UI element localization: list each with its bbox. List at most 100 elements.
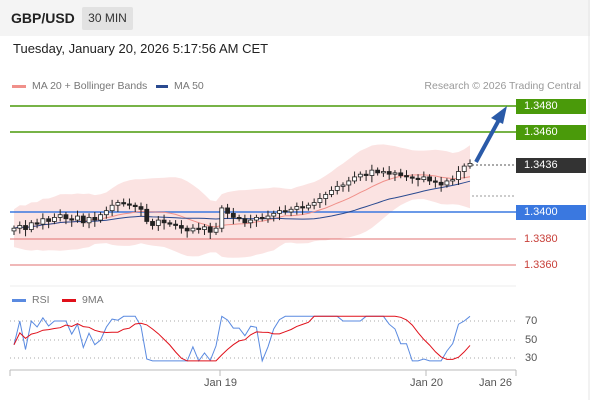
candle-body — [173, 223, 179, 226]
candle-body — [219, 207, 225, 229]
candle-body — [438, 181, 444, 186]
candle-body — [242, 218, 248, 224]
candle-body — [34, 222, 40, 225]
candle-body — [121, 202, 127, 205]
candle-body — [92, 216, 98, 221]
candle-body — [329, 189, 334, 195]
level-label-last: 1.3436 — [516, 158, 586, 173]
legend-rsi: RSI — [12, 294, 50, 306]
candle-body — [52, 216, 57, 222]
candle-body — [277, 210, 282, 214]
legend-9ma-label: 9MA — [82, 294, 104, 306]
candle-body — [132, 204, 138, 207]
candle-body — [340, 184, 346, 187]
candle-body — [190, 227, 196, 232]
candle-body — [421, 176, 427, 180]
chart-credit: Research © 2026 Trading Central — [424, 80, 581, 92]
candle-body — [202, 226, 207, 230]
forecast-arrow-icon — [474, 106, 507, 163]
candle-body — [115, 202, 121, 206]
candle-body — [288, 208, 294, 213]
level-label-r2: 1.3480 — [516, 99, 586, 114]
candle-body — [317, 198, 323, 203]
rsi-tick-70: 70 — [525, 315, 538, 327]
candle-body — [415, 177, 421, 180]
rsi-swatch-icon — [12, 298, 26, 302]
candle-body — [109, 204, 115, 212]
candle-body — [75, 215, 80, 221]
timeframe-button[interactable]: 30 MIN — [82, 7, 133, 30]
candle-body — [23, 225, 28, 230]
candle-body — [103, 210, 109, 216]
candle-body — [311, 202, 317, 206]
candle-body — [57, 214, 63, 218]
ma50-swatch-icon — [156, 84, 168, 88]
candle-body — [265, 215, 271, 220]
legend-ma20: MA 20 + Bollinger Bands — [12, 80, 147, 92]
x-label-jan26: Jan 26 — [479, 377, 513, 389]
candle-body — [161, 219, 167, 224]
candle-body — [467, 162, 473, 167]
level-label-pivot: 1.3400 — [516, 205, 586, 220]
candle-body — [127, 203, 132, 206]
candle-body — [98, 214, 103, 221]
candle-body — [138, 206, 144, 210]
candle-body — [427, 176, 432, 182]
candle-body — [346, 180, 352, 186]
candle-body — [461, 165, 467, 172]
candle-body — [167, 222, 173, 225]
candle-body — [398, 172, 404, 176]
candle-body — [450, 179, 456, 182]
candle-body — [404, 175, 409, 178]
9ma-swatch-icon — [62, 298, 76, 302]
candle-body — [259, 216, 265, 220]
candle-body — [155, 219, 161, 226]
legend-ma50-label: MA 50 — [174, 80, 204, 92]
level-label-s1: 1.3380 — [524, 233, 558, 245]
candle-body — [334, 185, 340, 191]
candle-body — [144, 208, 150, 222]
candle-body — [444, 180, 450, 186]
level-label-r1: 1.3460 — [516, 125, 586, 140]
candle-body — [196, 227, 202, 230]
candle-body — [392, 172, 398, 175]
candle-body — [46, 218, 52, 222]
candle-body — [381, 171, 386, 174]
header-bar: GBP/USD 30 MIN — [0, 0, 590, 36]
candle-body — [28, 222, 34, 230]
candle-body — [386, 171, 392, 175]
ma20-swatch-icon — [12, 84, 26, 88]
candle-body — [409, 176, 415, 179]
rsi-tick-30: 30 — [525, 352, 538, 364]
candle-body — [207, 226, 213, 233]
candle-body — [254, 216, 259, 221]
candle-body — [11, 227, 17, 232]
candle-body — [300, 206, 306, 209]
candle-body — [40, 218, 46, 225]
legend-9ma: 9MA — [62, 294, 104, 306]
x-label-jan20: Jan 20 — [410, 377, 444, 389]
candle-body — [271, 212, 277, 217]
candle-body — [230, 212, 236, 218]
candle-body — [294, 206, 300, 210]
candle-body — [86, 216, 92, 224]
x-label-jan19: Jan 19 — [204, 377, 238, 389]
candle-body — [456, 171, 461, 180]
candle-body — [323, 194, 329, 199]
candle-body — [150, 221, 155, 226]
rsi-tick-50: 50 — [525, 334, 538, 346]
candle-body — [305, 204, 311, 209]
legend-ma20-label: MA 20 + Bollinger Bands — [32, 80, 148, 92]
bollinger-band-fill — [14, 144, 470, 258]
rsi-lines — [13, 315, 471, 363]
bollinger-bands — [14, 144, 470, 258]
candle-body — [213, 227, 219, 233]
rsi-9ma-line — [13, 315, 471, 362]
candle-body — [248, 219, 254, 224]
legend-ma50: MA 50 — [156, 80, 204, 92]
candle-body — [178, 225, 184, 229]
candle-body — [369, 169, 375, 176]
chart-datetime: Tuesday, January 20, 2026 5:17:56 AM CET — [13, 41, 269, 56]
candle-body — [363, 173, 369, 176]
